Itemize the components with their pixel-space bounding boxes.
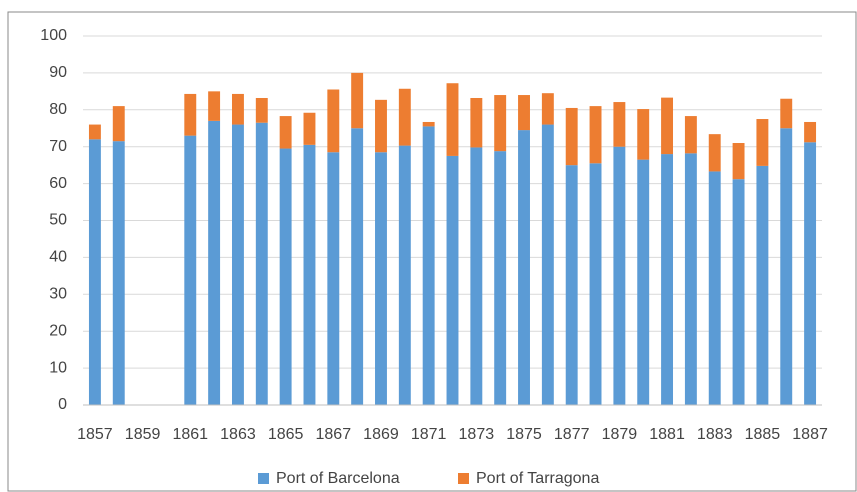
bar-segment [446, 83, 459, 156]
bar-segment [231, 124, 244, 405]
bar-segment [88, 124, 101, 140]
bar-segment [351, 72, 364, 129]
x-tick-label: 1885 [745, 426, 781, 443]
bar-segment [756, 165, 769, 405]
bar-segment [589, 163, 602, 405]
bar-segment [327, 152, 340, 405]
bar-segment [708, 134, 721, 172]
x-tick-label: 1859 [125, 426, 161, 443]
bar-segment [732, 143, 745, 180]
bar-segment [279, 148, 292, 406]
y-tick-label: 80 [49, 101, 67, 118]
y-tick-label: 40 [49, 249, 67, 266]
bar-segment [470, 147, 483, 406]
x-tick-label: 1879 [602, 426, 638, 443]
bar-segment [351, 128, 364, 405]
bar-segment [565, 165, 578, 405]
bar-segment [494, 151, 507, 405]
bar-segment [208, 120, 221, 406]
bar-segment [112, 106, 125, 142]
bar-segment [589, 106, 602, 164]
x-tick-label: 1867 [316, 426, 352, 443]
bar-segment [541, 124, 554, 405]
legend-label: Port of Tarragona [476, 470, 599, 487]
bar-segment [708, 171, 721, 405]
y-tick-label: 0 [58, 396, 67, 413]
x-tick-label: 1857 [77, 426, 113, 443]
frame [7, 11, 857, 492]
x-tick-label: 1873 [459, 426, 495, 443]
bar-segment [518, 130, 530, 405]
bar-segment [756, 119, 769, 166]
legend-swatch [258, 473, 269, 484]
x-tick-label: 1869 [363, 426, 399, 443]
x-tick-label: 1883 [697, 426, 733, 443]
bar-segment [184, 135, 197, 405]
legend-label: Port of Barcelona [276, 470, 400, 487]
y-tick-label: 60 [49, 175, 67, 192]
bar-segment [613, 146, 626, 405]
x-tick-label: 1871 [411, 426, 447, 443]
bar-segment [375, 99, 387, 153]
bar-segment [637, 159, 650, 405]
bar-segment [375, 152, 387, 405]
legend-swatch [458, 473, 469, 484]
y-tick-label: 70 [49, 138, 67, 155]
bar-segment [637, 109, 650, 160]
bar-segment [684, 116, 697, 154]
bar-segment [255, 97, 268, 123]
bar-segment [732, 179, 745, 405]
bar-segment [279, 116, 292, 149]
bar-segment [184, 93, 197, 136]
bar-segment [398, 88, 411, 146]
bar-segment [398, 145, 411, 405]
bar-segment [661, 97, 674, 155]
x-tick-label: 1863 [220, 426, 256, 443]
y-tick-label: 20 [49, 322, 67, 339]
bar-segment [684, 153, 697, 405]
bar-segment [327, 89, 340, 153]
bar-segment [804, 142, 817, 405]
bar-segment [446, 155, 459, 405]
x-tick-label: 1887 [792, 426, 828, 443]
x-tick-label: 1875 [506, 426, 542, 443]
bar-segment [565, 107, 578, 166]
y-tick-label: 50 [49, 212, 67, 229]
bar-segment [541, 93, 554, 125]
y-tick-label: 30 [49, 286, 67, 303]
bar-segment [422, 126, 435, 405]
bar-segment [231, 93, 244, 125]
bar-segment [303, 112, 316, 145]
bar-segment [303, 144, 316, 406]
bar-segment [470, 97, 483, 148]
bar-segment [780, 98, 793, 129]
y-tick-label: 90 [49, 64, 67, 81]
bar-segment [613, 102, 626, 147]
bar-segment [661, 154, 674, 405]
x-tick-label: 1877 [554, 426, 590, 443]
bar-segment [804, 121, 817, 143]
x-tick-label: 1881 [649, 426, 685, 443]
bar-segment [208, 91, 221, 121]
bar-segment [112, 141, 125, 406]
bar-segment [494, 95, 507, 152]
x-tick-label: 1861 [172, 426, 208, 443]
bar-segment [780, 128, 793, 405]
y-tick-label: 100 [40, 27, 67, 44]
bar-segment [518, 95, 530, 131]
bar-segment [422, 121, 435, 127]
bar-segment [255, 122, 268, 405]
y-tick-label: 10 [49, 359, 67, 376]
x-tick-label: 1865 [268, 426, 304, 443]
bar-segment [88, 139, 101, 405]
